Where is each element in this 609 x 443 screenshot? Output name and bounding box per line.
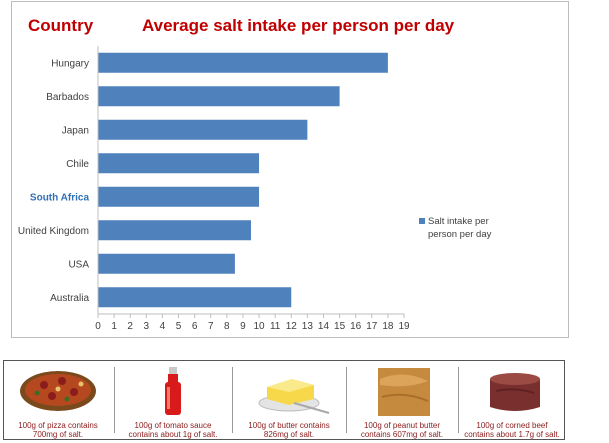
food-caption-line-2: contains 607mg of salt. — [360, 430, 444, 439]
x-tick-label: 3 — [144, 321, 150, 332]
bar-united-kingdom — [98, 220, 251, 241]
food-caption-line-1: 100g of pizza contains — [18, 421, 98, 430]
food-divider — [114, 367, 115, 433]
legend-label-line-2: person per day — [428, 229, 492, 240]
category-header: Country — [28, 16, 94, 35]
corned-beef-icon — [490, 373, 540, 411]
bar-south-africa — [98, 186, 260, 207]
x-tick-label: 8 — [224, 321, 230, 332]
food-caption-line-2: 700mg of salt. — [32, 430, 84, 439]
x-tick-label: 0 — [95, 321, 101, 332]
food-caption-line-1: 100g of butter contains — [248, 421, 330, 430]
category-label: Australia — [50, 293, 89, 304]
food-item-peanut-butter: 100g of peanut butter contains 607mg of … — [348, 361, 456, 439]
food-item-butter: 100g of butter contains 826mg of salt. — [234, 361, 344, 439]
category-labels: Hungary Barbados Japan Chile South Africa Uni… — [18, 58, 90, 304]
bar-usa — [98, 253, 235, 274]
x-tick-label: 14 — [318, 321, 330, 332]
x-tick-label: 15 — [334, 321, 346, 332]
category-label: Hungary — [51, 58, 89, 69]
food-divider — [346, 367, 347, 433]
food-salt-facts-panel: 100g of pizza contains 700mg of salt. 10… — [3, 360, 565, 440]
x-tick-label: 9 — [240, 321, 246, 332]
category-label: United Kingdom — [18, 226, 89, 237]
tomato-sauce-bottle-icon — [165, 367, 181, 415]
food-divider — [232, 367, 233, 433]
x-tick-label: 17 — [366, 321, 378, 332]
x-tick-label: 6 — [192, 321, 198, 332]
chart-title: Average salt intake per person per day — [142, 16, 455, 35]
food-divider — [458, 367, 459, 433]
x-tick-label: 13 — [302, 321, 314, 332]
food-caption-line-1: 100g of tomato sauce — [134, 421, 212, 430]
x-tick-label: 1 — [111, 321, 117, 332]
x-tick-label: 18 — [382, 321, 394, 332]
x-tick-label: 16 — [350, 321, 362, 332]
salt-intake-bar-chart: Country Average salt intake per person p… — [18, 16, 492, 332]
x-tick-label: 19 — [398, 321, 410, 332]
category-label: Japan — [62, 125, 89, 136]
bar-hungary — [98, 52, 388, 73]
bar-australia — [98, 287, 292, 308]
x-tick-label: 10 — [253, 321, 265, 332]
x-tick-label: 5 — [176, 321, 182, 332]
pizza-icon — [20, 371, 96, 411]
x-tick-label: 12 — [286, 321, 298, 332]
butter-icon — [258, 379, 330, 414]
food-caption-line-2: contains about 1.7g of salt. — [464, 430, 560, 439]
category-label: USA — [68, 259, 89, 270]
bars-layer — [98, 52, 388, 308]
category-label: Barbados — [46, 92, 89, 103]
food-caption-line-1: 100g of peanut butter — [363, 421, 441, 430]
x-axis-ticks: 0 1 2 3 4 5 6 7 8 9 10 11 12 13 14 15 16 17 18 19 — [95, 314, 410, 332]
food-item-pizza: 100g of pizza contains 700mg of salt. — [4, 361, 112, 439]
peanut-butter-icon — [378, 368, 430, 416]
x-tick-label: 7 — [208, 321, 214, 332]
bar-japan — [98, 119, 308, 140]
food-item-corned-beef: 100g of corned beef contains about 1.7g … — [460, 361, 564, 439]
legend-swatch — [419, 218, 425, 224]
category-label: South Africa — [30, 192, 90, 203]
bar-chile — [98, 153, 260, 174]
x-tick-label: 11 — [270, 321, 281, 332]
food-item-tomato-sauce: 100g of tomato sauce contains about 1g o… — [116, 361, 230, 439]
food-caption-line-2: 826mg of salt. — [263, 430, 315, 439]
chart-panel: Country Average salt intake per person p… — [11, 1, 569, 338]
food-caption-line-2: contains about 1g of salt. — [128, 430, 218, 439]
bar-barbados — [98, 86, 340, 107]
legend-label-line-1: Salt intake per — [428, 216, 489, 227]
food-caption-line-1: 100g of corned beef — [476, 421, 548, 430]
x-tick-label: 2 — [127, 321, 133, 332]
x-tick-label: 4 — [160, 321, 166, 332]
legend: Salt intake per person per day — [419, 216, 492, 240]
category-label: Chile — [66, 159, 89, 170]
